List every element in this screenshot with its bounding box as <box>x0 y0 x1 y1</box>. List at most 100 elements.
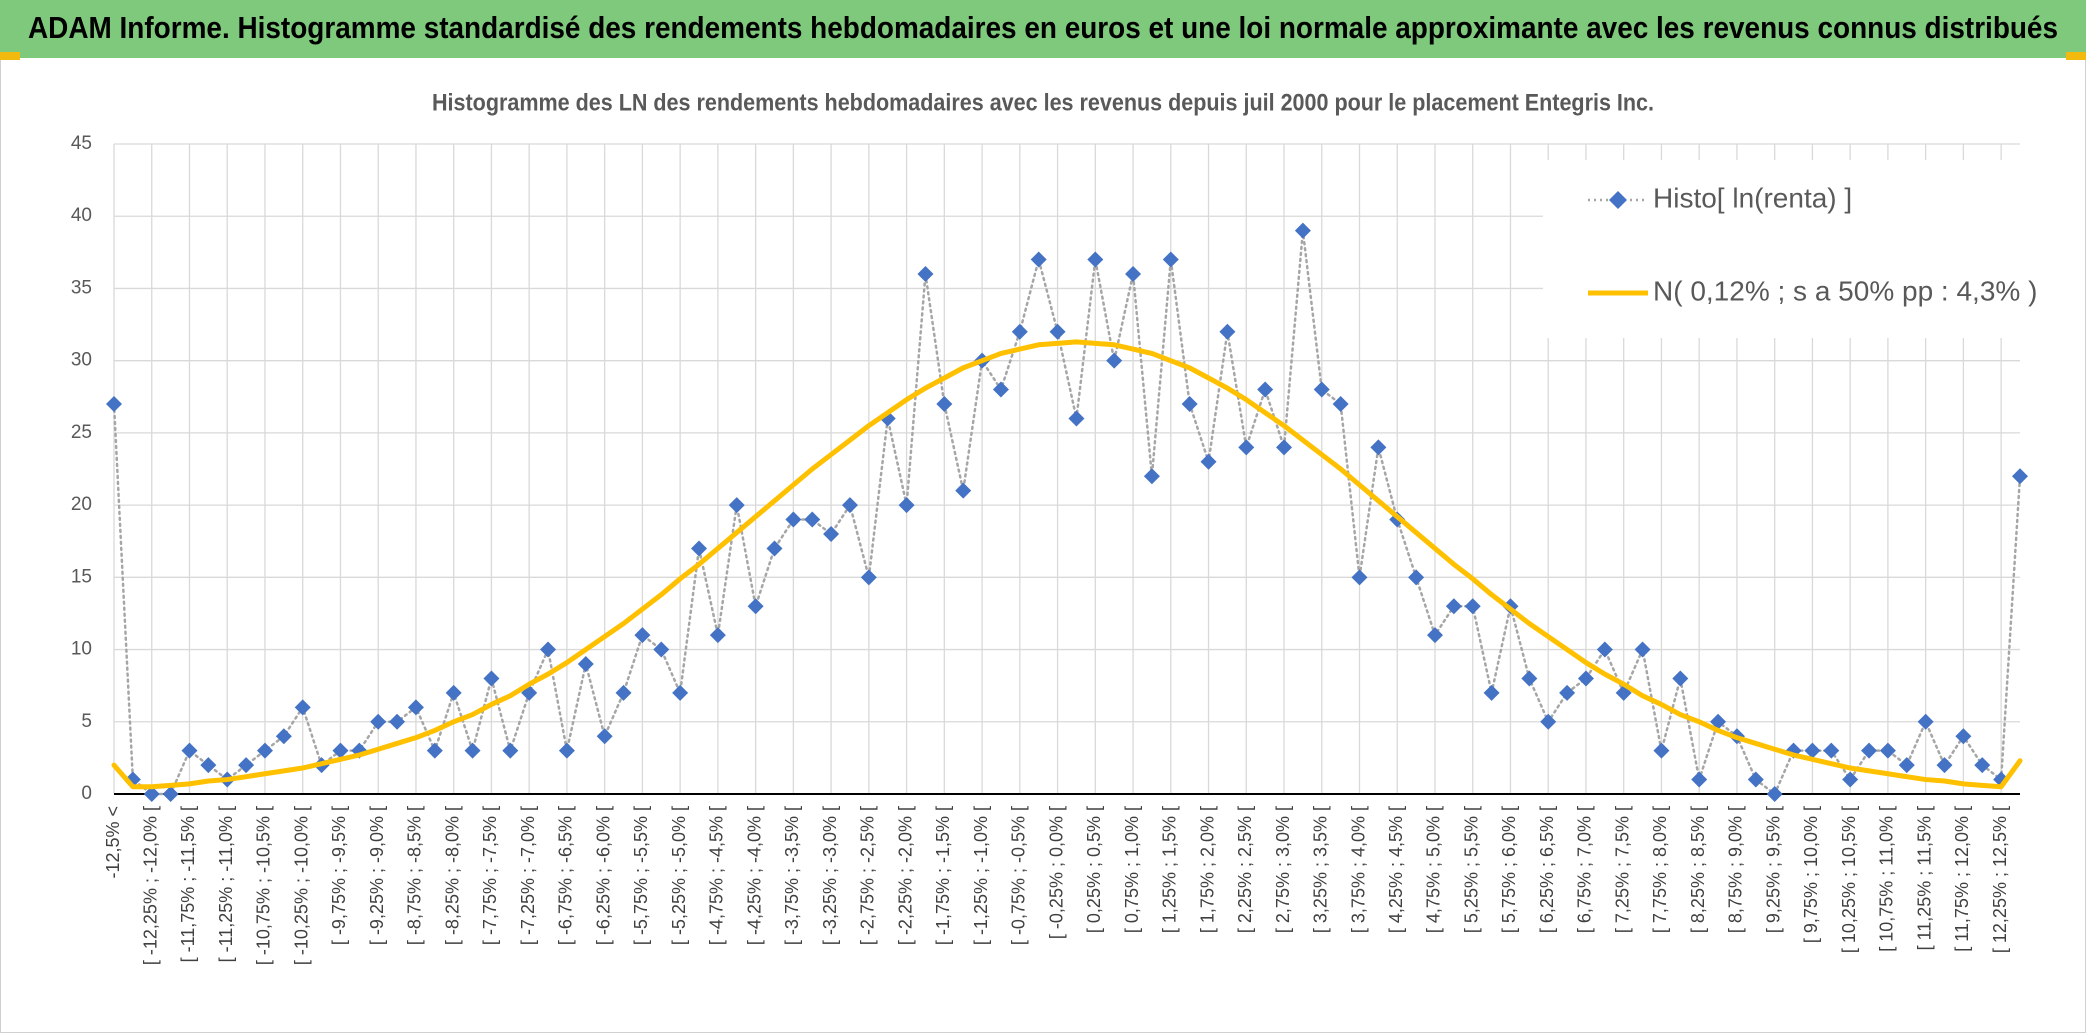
data-point <box>992 381 1009 398</box>
data-point <box>464 742 481 759</box>
y-tick-label: 20 <box>71 494 92 515</box>
data-point <box>1540 713 1557 730</box>
chart-title: Histogramme des LN des rendements hebdom… <box>432 89 1654 116</box>
data-point <box>2012 468 2028 485</box>
data-point <box>804 511 821 528</box>
x-tick-label: [ -9,75% ; -9,5% [ <box>329 806 349 945</box>
data-point <box>1974 757 1991 774</box>
x-tick-label: [ 11,75% ; 12,0% [ <box>1952 806 1972 952</box>
data-point <box>426 742 443 759</box>
data-point <box>1426 627 1443 644</box>
data-point <box>634 627 651 644</box>
data-point <box>917 266 934 282</box>
data-point <box>1125 266 1142 282</box>
data-point <box>860 569 877 586</box>
data-point <box>936 396 953 412</box>
data-point <box>1106 352 1123 369</box>
x-tick-label: [ 3,75% ; 4,0% [ <box>1348 806 1368 933</box>
data-point <box>181 742 198 759</box>
data-point <box>1936 757 1953 774</box>
data-point <box>1464 598 1481 615</box>
data-point <box>1445 598 1462 615</box>
data-point <box>691 540 708 557</box>
data-point <box>294 699 311 716</box>
y-tick-label: 0 <box>81 783 92 804</box>
data-point <box>1842 771 1859 788</box>
x-tick-label: [ 1,75% ; 2,0% [ <box>1197 806 1217 933</box>
x-tick-label: [ 5,75% ; 6,0% [ <box>1499 806 1519 933</box>
data-point <box>445 684 462 701</box>
x-tick-label: [ -6,25% ; -6,0% [ <box>593 806 613 945</box>
x-tick-label: [ -1,25% ; -1,0% [ <box>971 806 991 945</box>
data-point <box>1634 641 1651 658</box>
x-tick-label: [ -4,75% ; -4,5% [ <box>707 806 727 945</box>
data-point <box>577 656 594 672</box>
x-tick-label: [ -2,75% ; -2,5% [ <box>858 806 878 945</box>
data-point <box>1955 728 1972 745</box>
data-point <box>1766 786 1783 802</box>
x-tick-label: [ -11,75% ; -11,5% [ <box>178 806 198 962</box>
data-point <box>200 757 217 774</box>
x-tick-label: [ -4,25% ; -4,0% [ <box>744 806 764 945</box>
data-point <box>1181 396 1198 412</box>
data-point <box>766 540 783 557</box>
y-tick-label: 40 <box>71 205 92 226</box>
x-tick-label: [ -1,75% ; -1,5% [ <box>933 806 953 945</box>
data-point <box>1219 323 1236 340</box>
x-tick-label: [ 11,25% ; 11,5% [ <box>1914 806 1934 950</box>
legend-label: Histo[ ln(renta) ] <box>1653 182 1852 213</box>
data-point <box>1087 251 1104 268</box>
data-point <box>370 713 387 730</box>
x-tick-label: [ 9,75% ; 10,0% [ <box>1801 806 1821 943</box>
data-point <box>1691 771 1708 788</box>
corner-mark <box>2066 52 2086 60</box>
x-tick-label: [ -7,25% ; -7,0% [ <box>518 806 538 945</box>
data-point <box>898 497 915 514</box>
x-tick-label: [ 1,25% ; 1,5% [ <box>1160 806 1180 933</box>
x-tick-label: [ -0,75% ; -0,5% [ <box>1009 806 1029 945</box>
data-point <box>709 627 726 644</box>
data-point <box>1596 641 1613 658</box>
data-point <box>1011 323 1028 340</box>
x-tick-label: [ 0,25% ; 0,5% [ <box>1084 806 1104 933</box>
x-tick-label: [ -10,75% ; -10,5% [ <box>254 806 274 965</box>
data-point <box>1276 439 1293 456</box>
data-point <box>275 728 292 745</box>
data-point <box>1143 468 1160 485</box>
corner-mark <box>0 52 20 60</box>
x-tick-label: [ 2,25% ; 2,5% [ <box>1235 806 1255 933</box>
data-point <box>1257 381 1274 398</box>
legend-marker <box>1609 191 1627 209</box>
data-point <box>1408 569 1425 586</box>
x-tick-label: [ -0,25% ; 0,0% [ <box>1046 806 1066 939</box>
data-point <box>1898 757 1915 774</box>
data-point <box>1370 439 1387 456</box>
data-point <box>1162 251 1179 268</box>
data-point <box>1559 684 1576 701</box>
x-tick-label: [ -5,75% ; -5,5% [ <box>631 806 651 945</box>
data-point <box>162 786 179 802</box>
series-line <box>111 339 2023 790</box>
x-tick-label: [ -5,25% ; -5,0% [ <box>669 806 689 945</box>
y-tick-label: 25 <box>71 422 92 443</box>
x-tick-label: [ -8,75% ; -8,5% [ <box>405 806 425 945</box>
x-tick-label: [ -12,25% ; -12,0% [ <box>140 806 160 965</box>
data-point <box>143 786 160 802</box>
data-point <box>1577 670 1594 687</box>
y-tick-label: 15 <box>71 566 92 587</box>
x-tick-label: [ 4,75% ; 5,0% [ <box>1424 806 1444 933</box>
x-tick-label: [ 10,25% ; 10,5% [ <box>1839 806 1859 953</box>
data-point <box>106 396 122 412</box>
x-tick-label: [ 7,75% ; 8,0% [ <box>1650 806 1670 933</box>
y-tick-label: 30 <box>71 350 92 371</box>
data-point <box>1294 222 1311 239</box>
data-point <box>1521 670 1538 687</box>
legend-label: N( 0,12% ; s a 50% pp : 4,3% ) <box>1653 275 2037 306</box>
x-tick-label: [ -11,25% ; -11,0% [ <box>216 806 236 962</box>
data-point <box>407 699 424 716</box>
data-point <box>1313 381 1330 398</box>
x-tick-label: [ 7,25% ; 7,5% [ <box>1612 806 1632 933</box>
y-tick-label: 35 <box>71 277 92 298</box>
x-tick-label: [ -2,25% ; -2,0% [ <box>895 806 915 945</box>
